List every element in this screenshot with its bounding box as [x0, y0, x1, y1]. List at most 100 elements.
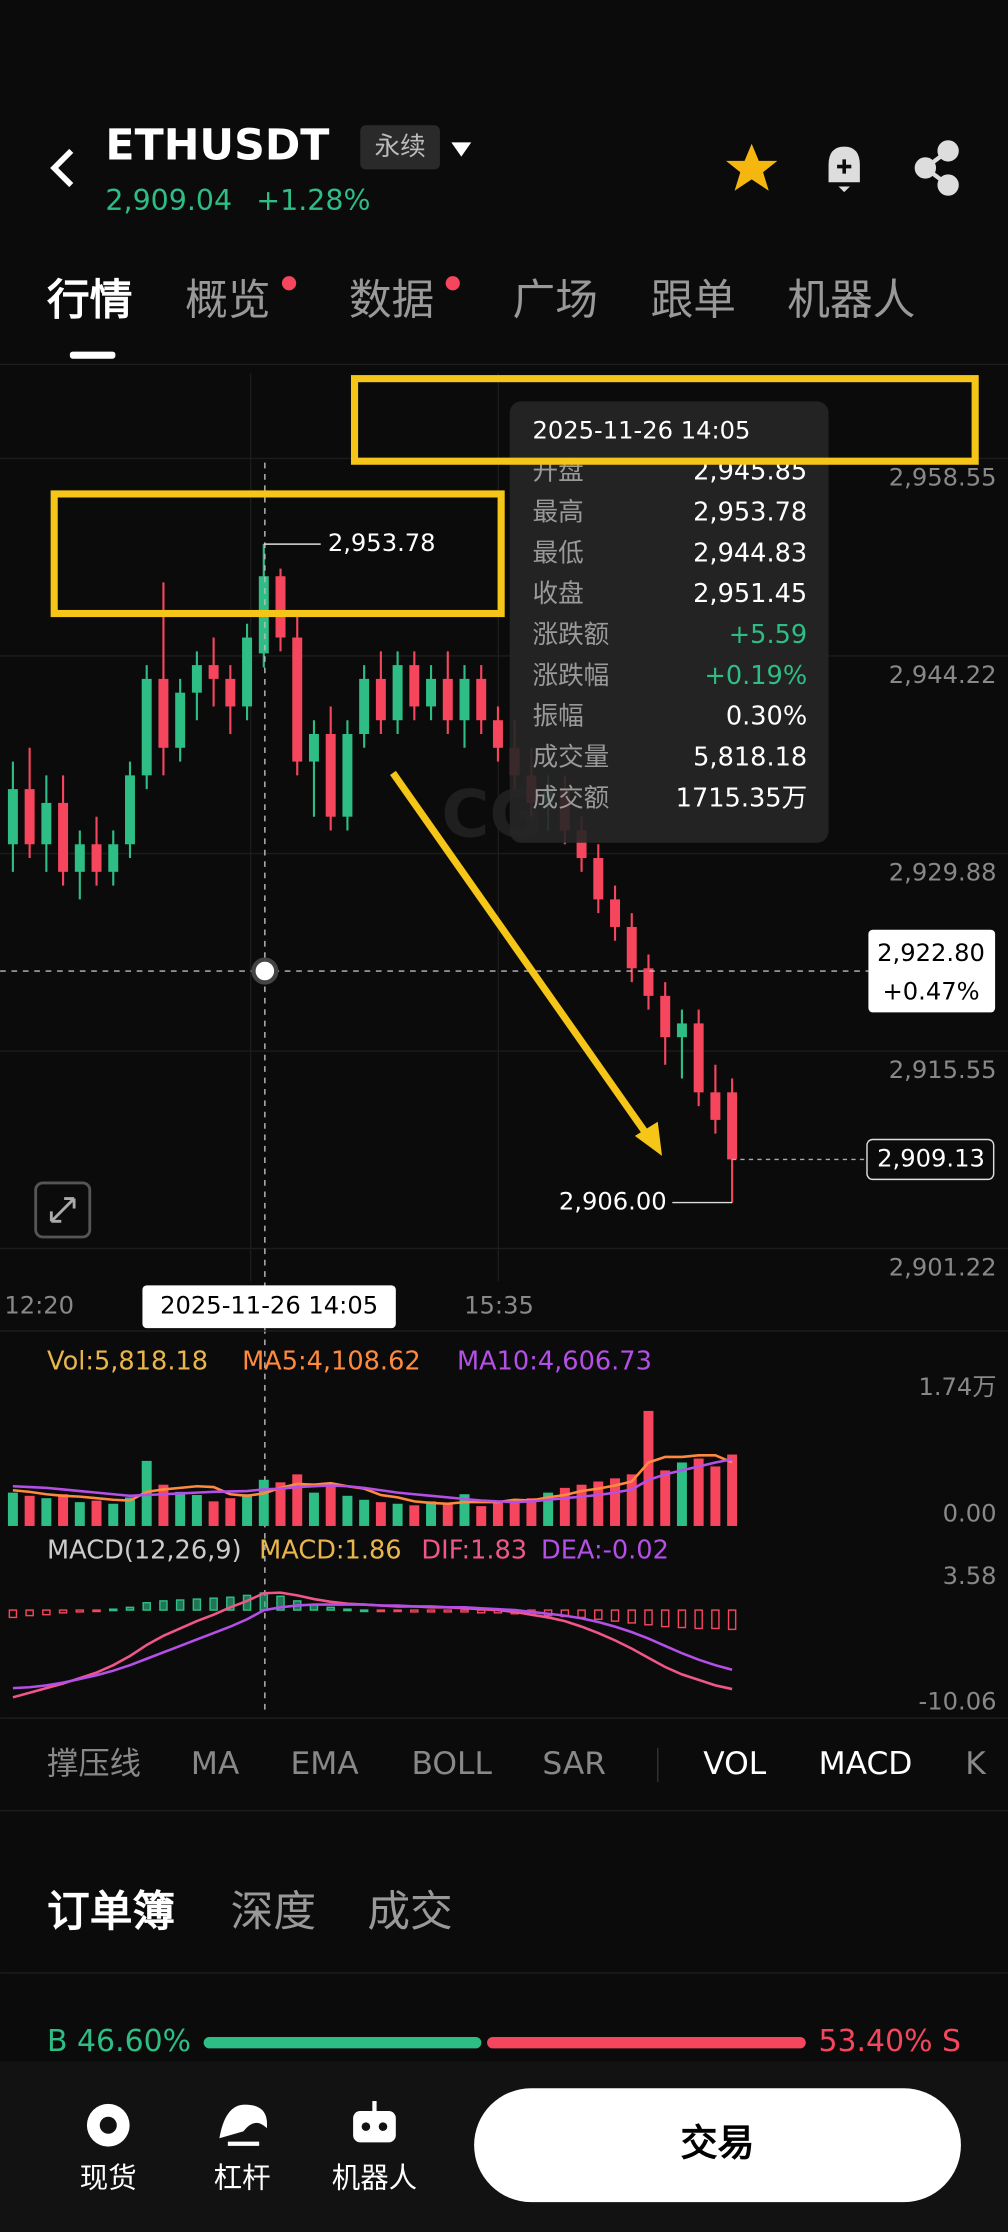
- candle-body: [660, 995, 671, 1038]
- volume-bar: [74, 1502, 85, 1526]
- tab[interactable]: 跟单: [651, 276, 736, 326]
- candle-body: [175, 692, 186, 748]
- macd-hist-bar: [58, 1609, 68, 1614]
- volume-bar: [626, 1474, 637, 1526]
- bot-eye: [361, 2122, 371, 2131]
- tooltip-value: 2,944.83: [693, 538, 807, 568]
- y-tick-label: 2,901.22: [889, 1253, 997, 1281]
- macd-hist-bar: [125, 1606, 135, 1611]
- share-icon[interactable]: [914, 140, 959, 196]
- tooltip-value: 5,818.18: [693, 743, 807, 773]
- macd-tick-label: 3.58: [943, 1562, 997, 1590]
- volume-bar: [459, 1494, 470, 1526]
- trade-button[interactable]: [474, 2088, 961, 2203]
- spot-icon-inner: [99, 2116, 117, 2134]
- bot-icon[interactable]: [353, 2111, 396, 2143]
- volume-bar: [693, 1458, 704, 1526]
- last-price: 2,909.13: [877, 1144, 985, 1172]
- volume-bar: [392, 1503, 403, 1526]
- candle-body: [426, 678, 437, 707]
- macd-hist-bar: [393, 1609, 402, 1613]
- candle-body: [74, 844, 85, 872]
- cursor-time: 2025-11-26 14:05: [160, 1292, 378, 1320]
- tab[interactable]: 概览: [185, 276, 270, 326]
- tab[interactable]: 机器人: [787, 276, 915, 326]
- macd-hist-bar: [159, 1600, 168, 1611]
- candle-body: [41, 802, 52, 845]
- vol-ma10-line: [12, 1458, 733, 1504]
- indicator-tab[interactable]: MACD: [819, 1746, 913, 1782]
- tooltip: [509, 401, 829, 843]
- dea-value: DEA:-0.02: [541, 1536, 669, 1566]
- candle-body: [442, 678, 453, 721]
- tooltip-label: 成交量: [532, 743, 609, 773]
- volume-bar: [108, 1503, 119, 1526]
- indicator-tab[interactable]: BOLL: [411, 1746, 492, 1782]
- trade-button-label: 交易: [681, 2122, 755, 2165]
- nav-label[interactable]: 机器人: [332, 2161, 417, 2194]
- tooltip-value: 2,951.45: [693, 579, 807, 609]
- volume-bar: [610, 1478, 621, 1526]
- tab-underline: [69, 351, 116, 359]
- margin-icon[interactable]: [219, 2104, 267, 2146]
- volume-bar: [258, 1479, 269, 1526]
- highlight-box: [50, 490, 505, 618]
- macd-hist-bar: [8, 1609, 18, 1619]
- cursor-price-box: [868, 929, 996, 1013]
- candle-body: [593, 858, 604, 900]
- volume-bar: [41, 1498, 52, 1526]
- volume-bar: [125, 1497, 135, 1526]
- indicator-tab[interactable]: 撑压线: [47, 1746, 141, 1782]
- candle-body: [325, 734, 336, 817]
- tab[interactable]: 行情: [47, 276, 132, 326]
- indicator-tab[interactable]: VOL: [703, 1746, 766, 1782]
- expand-button[interactable]: [34, 1181, 92, 1239]
- macd-hist-bar: [175, 1599, 185, 1611]
- vol-legend: Vol:5,818.18: [47, 1346, 208, 1376]
- macd-hist-bar: [376, 1609, 386, 1613]
- header-change: +1.28%: [256, 184, 370, 217]
- indicator-tab[interactable]: SAR: [542, 1746, 606, 1782]
- y-tick-label: 2,944.22: [889, 661, 997, 689]
- orderbook-tab[interactable]: 成交: [367, 1887, 452, 1937]
- volume-bar: [676, 1462, 687, 1526]
- candle-body: [308, 734, 319, 762]
- candle-body: [392, 665, 403, 721]
- candle-body: [676, 1023, 687, 1038]
- macd-tick-label: -10.06: [919, 1687, 997, 1715]
- volume-bar: [643, 1410, 654, 1526]
- contract-badge[interactable]: [360, 125, 440, 170]
- orderbook-tab[interactable]: 深度: [231, 1887, 316, 1937]
- alert-plus: [837, 159, 852, 174]
- volume-bar: [141, 1460, 152, 1526]
- indicator-tab[interactable]: K: [965, 1746, 987, 1782]
- candle-body: [610, 899, 621, 927]
- tooltip-label: 成交额: [532, 783, 609, 813]
- dropdown-icon[interactable]: [451, 142, 472, 157]
- volume-bar: [24, 1495, 35, 1526]
- highlight-box: [350, 375, 979, 465]
- volume-bar: [242, 1494, 253, 1526]
- candle-body: [24, 789, 35, 845]
- candle-body: [727, 1092, 738, 1160]
- badge-dot: [445, 276, 460, 291]
- orderbook-tab[interactable]: 订单簿: [47, 1887, 175, 1937]
- nav-label[interactable]: 现货: [80, 2161, 137, 2194]
- indicator-tab[interactable]: MA: [191, 1746, 240, 1782]
- macd-hist-bar: [644, 1609, 653, 1626]
- candle-body: [459, 678, 470, 721]
- candle-body: [275, 576, 286, 638]
- nav-label[interactable]: 杠杆: [214, 2161, 271, 2194]
- y-tick-label: 2,929.88: [889, 858, 997, 886]
- candle-body: [292, 637, 303, 762]
- indicator-tab[interactable]: EMA: [290, 1746, 359, 1782]
- bot-eye: [378, 2122, 388, 2131]
- volume-bar: [359, 1499, 370, 1526]
- favorite-icon[interactable]: [726, 143, 778, 191]
- tab[interactable]: 数据: [349, 276, 434, 326]
- macd-hist-bar: [192, 1598, 202, 1611]
- tab[interactable]: 广场: [513, 276, 598, 326]
- sell-ratio: 53.40% S: [819, 2024, 961, 2059]
- back-button[interactable]: [50, 148, 74, 188]
